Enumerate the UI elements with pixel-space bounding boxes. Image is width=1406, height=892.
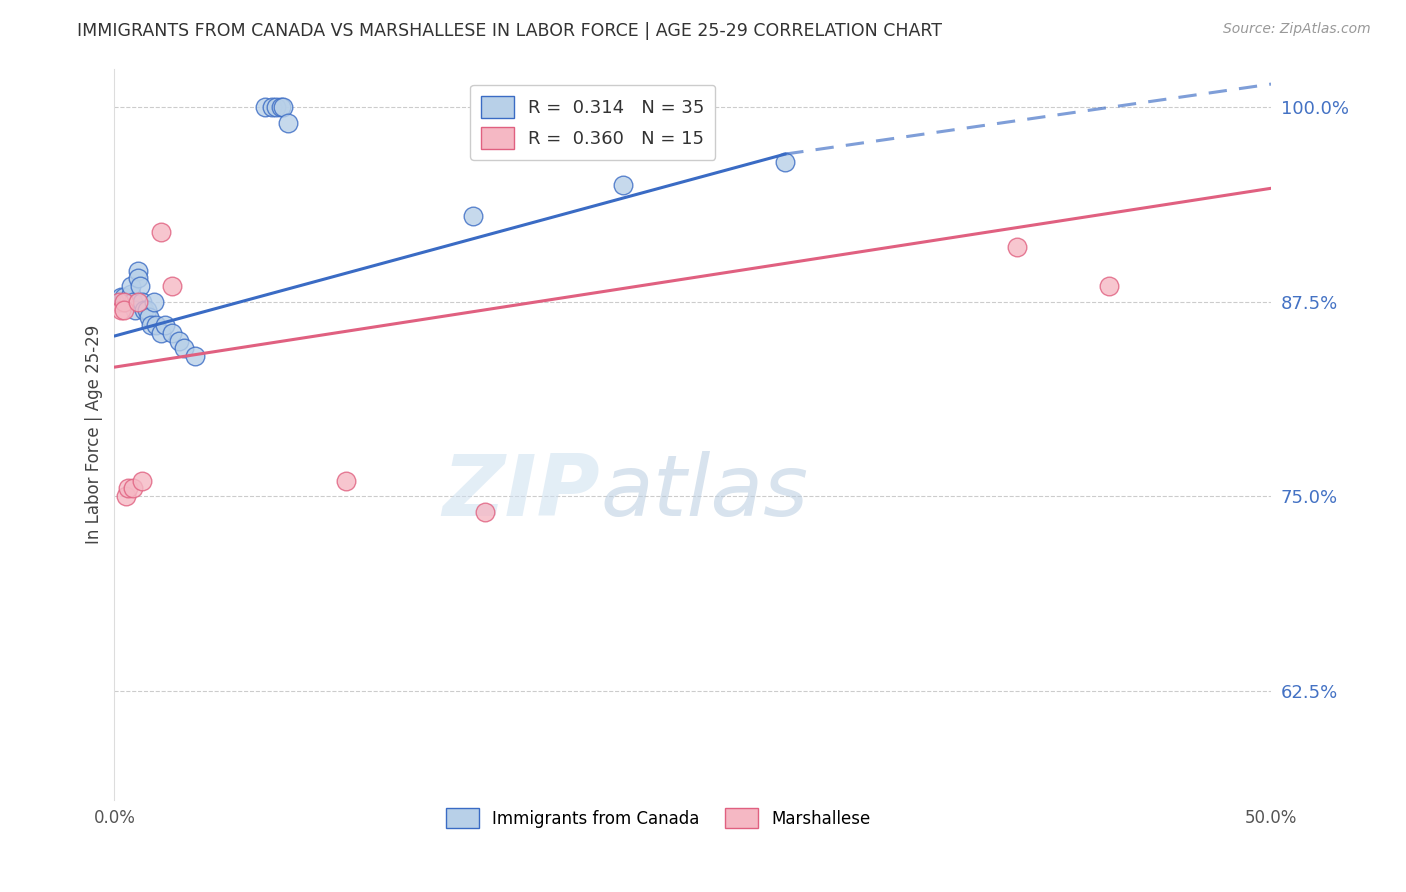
Point: [115, 294, 138, 309]
Legend: Immigrants from Canada, Marshallese: Immigrants from Canada, Marshallese: [439, 801, 877, 835]
Y-axis label: In Labor Force | Age 25-29: In Labor Force | Age 25-29: [86, 325, 103, 543]
Point: [108, 294, 131, 309]
Point: [162, 326, 184, 340]
Point: [149, 225, 172, 239]
Point: [1005, 240, 1028, 254]
Point: [184, 349, 207, 363]
Text: Source: ZipAtlas.com: Source: ZipAtlas.com: [1223, 22, 1371, 37]
Point: [145, 318, 167, 333]
Point: [271, 100, 294, 114]
Point: [277, 116, 299, 130]
Point: [134, 302, 156, 317]
Point: [162, 279, 184, 293]
Point: [138, 310, 160, 325]
Text: atlas: atlas: [600, 451, 808, 534]
Point: [112, 302, 135, 317]
Point: [108, 294, 131, 309]
Point: [124, 302, 146, 317]
Point: [112, 294, 135, 309]
Point: [270, 100, 292, 114]
Point: [474, 505, 496, 519]
Point: [117, 482, 139, 496]
Point: [135, 302, 157, 317]
Point: [131, 474, 153, 488]
Point: [1098, 279, 1121, 293]
Point: [110, 302, 132, 317]
Point: [167, 334, 190, 348]
Point: [131, 294, 153, 309]
Point: [173, 342, 195, 356]
Text: ZIP: ZIP: [443, 451, 600, 534]
Point: [612, 178, 634, 193]
Point: [120, 287, 142, 301]
Point: [142, 294, 165, 309]
Point: [149, 326, 172, 340]
Point: [128, 279, 150, 293]
Point: [120, 279, 142, 293]
Point: [266, 100, 288, 114]
Point: [260, 100, 283, 114]
Point: [110, 290, 132, 304]
Point: [155, 318, 177, 333]
Point: [253, 100, 276, 114]
Point: [141, 318, 163, 333]
Point: [461, 209, 484, 223]
Point: [112, 290, 135, 304]
Text: IMMIGRANTS FROM CANADA VS MARSHALLESE IN LABOR FORCE | AGE 25-29 CORRELATION CHA: IMMIGRANTS FROM CANADA VS MARSHALLESE IN…: [77, 22, 942, 40]
Point: [127, 294, 149, 309]
Point: [127, 263, 149, 277]
Point: [117, 294, 139, 309]
Point: [122, 482, 145, 496]
Point: [127, 271, 149, 285]
Point: [112, 294, 135, 309]
Point: [335, 474, 357, 488]
Point: [115, 489, 138, 503]
Point: [122, 294, 145, 309]
Point: [775, 154, 797, 169]
